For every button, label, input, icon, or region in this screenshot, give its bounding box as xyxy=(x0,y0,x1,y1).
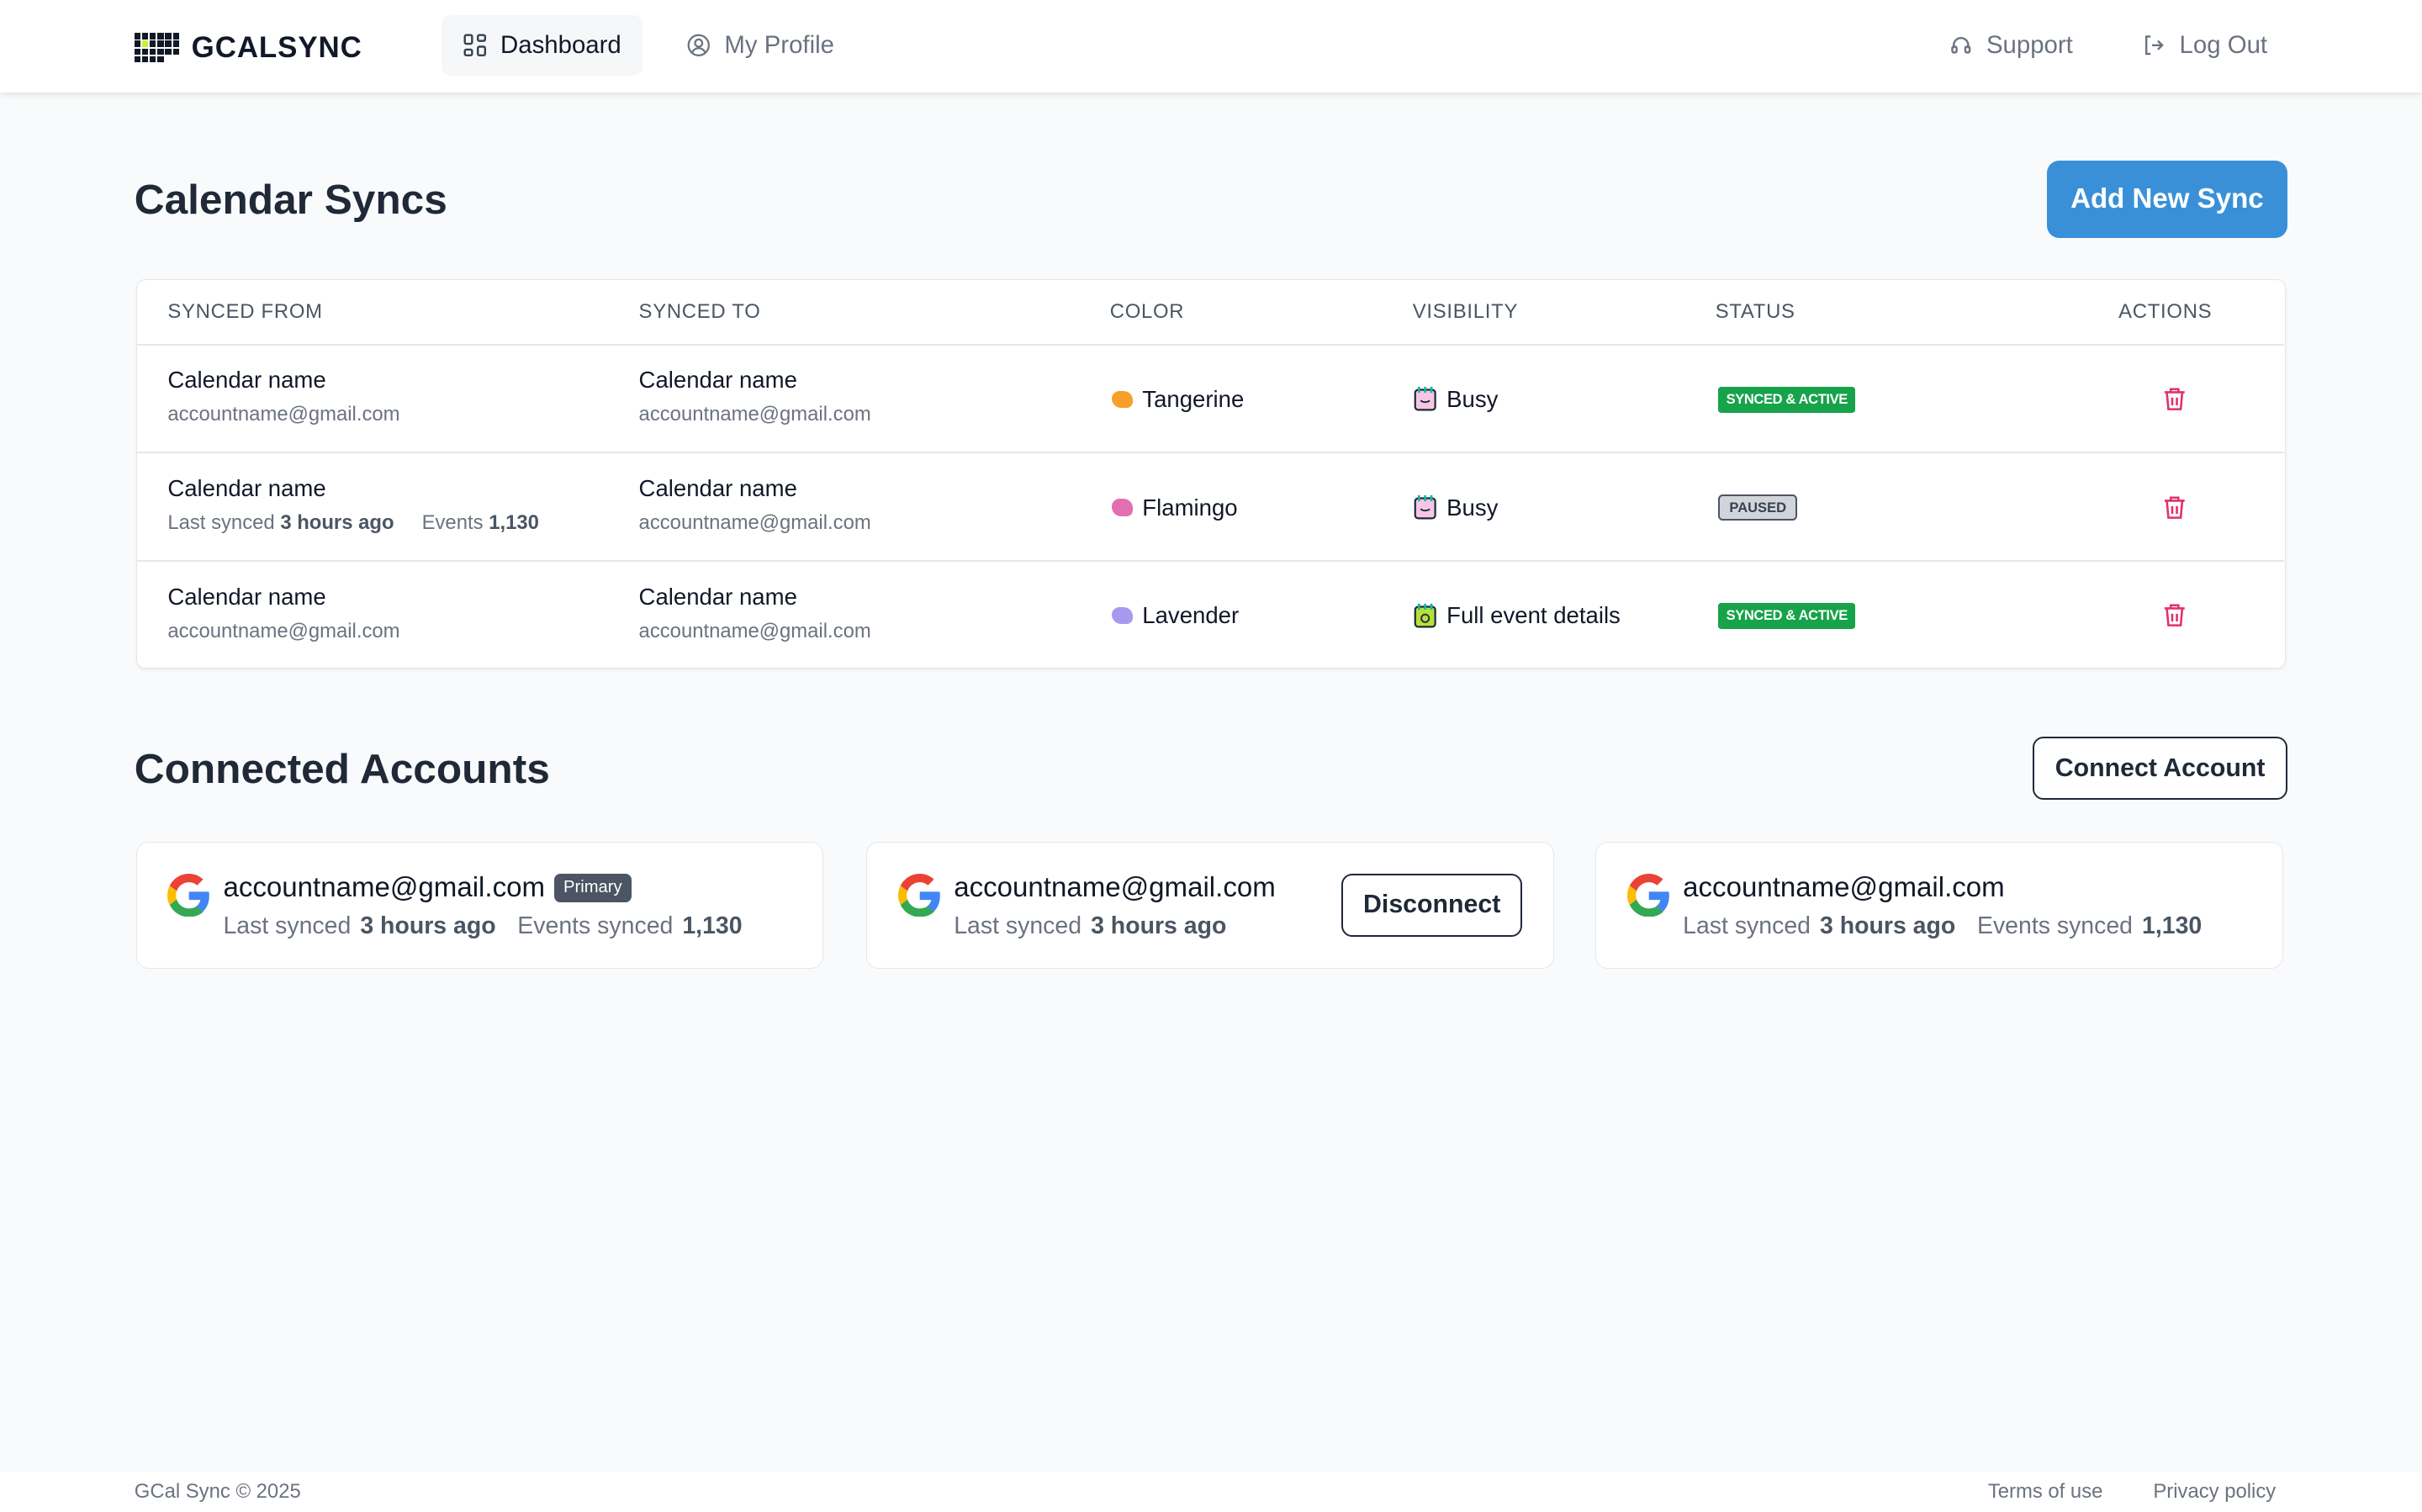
visibility-value: Full event details xyxy=(1446,602,1621,629)
trash-icon xyxy=(2165,496,2186,519)
visibility-value: Busy xyxy=(1446,386,1499,413)
add-new-sync-button[interactable]: Add New Sync xyxy=(2046,161,2288,238)
last-synced-label: Last synced xyxy=(223,912,352,939)
nav-support-label: Support xyxy=(1986,31,2073,60)
page-title: Calendar Syncs xyxy=(134,175,447,223)
table-row: Calendar name accountname@gmail.com Calend… xyxy=(136,559,2284,670)
account-email: accountname@gmail.com xyxy=(954,871,1276,903)
logo[interactable]: GCALSYNC xyxy=(134,30,362,65)
logout-icon xyxy=(2145,35,2165,56)
color-swatch xyxy=(1111,499,1134,516)
copyright: GCal Sync © 2025 xyxy=(134,1479,301,1503)
col-synced-from: SYNCED FROM xyxy=(167,300,323,324)
to-email: accountname@gmail.com xyxy=(638,403,871,426)
user-circle-icon xyxy=(687,34,711,57)
from-calendar-name: Calendar name xyxy=(167,475,326,501)
syncs-table: SYNCED FROM SYNCED TO COLOR VISIBILITY S… xyxy=(135,279,2287,670)
logo-grid-icon xyxy=(134,33,179,63)
google-icon xyxy=(898,873,940,917)
nav-my-profile[interactable]: My Profile xyxy=(666,15,856,76)
from-calendar-name: Calendar name xyxy=(167,367,326,394)
connect-account-button[interactable]: Connect Account xyxy=(2033,737,2288,801)
delete-sync-button[interactable] xyxy=(2163,453,2187,562)
color-name: Lavender xyxy=(1142,602,1240,629)
from-email: accountname@gmail.com xyxy=(167,619,400,642)
last-synced-label: Last synced xyxy=(167,511,275,535)
events-label: Events xyxy=(421,511,484,535)
account-email: accountname@gmail.com xyxy=(1683,871,2005,903)
account-card: accountname@gmail.com Primary Last synced 3… xyxy=(135,842,823,969)
col-color: COLOR xyxy=(1109,300,1185,324)
section-title-accounts: Connected Accounts xyxy=(134,745,550,793)
table-row: Calendar name Last synced 3 hours ago Even… xyxy=(136,452,2284,562)
last-synced-value: 3 hours ago xyxy=(1820,912,1956,939)
col-synced-to: SYNCED TO xyxy=(638,300,761,324)
col-visibility: VISIBILITY xyxy=(1412,300,1519,324)
primary-badge: Primary xyxy=(554,873,632,902)
from-email: accountname@gmail.com xyxy=(167,403,400,426)
table-row: Calendar name accountname@gmail.com Calend… xyxy=(136,343,2284,454)
color-cell: Flamingo xyxy=(1111,453,1238,562)
terms-link[interactable]: Terms of use xyxy=(1987,1479,2103,1503)
trash-icon xyxy=(2165,604,2186,627)
account-card: accountname@gmail.com Last synced 3 hours … xyxy=(1595,842,2283,969)
visibility-cell: Busy xyxy=(1413,453,1499,562)
disconnect-button[interactable]: Disconnect xyxy=(1341,873,1523,938)
color-name: Tangerine xyxy=(1142,386,1245,413)
calendar-eye-icon xyxy=(1414,603,1436,628)
from-calendar-name: Calendar name xyxy=(167,583,326,610)
google-icon xyxy=(1627,873,1669,917)
brand-name: GCALSYNC xyxy=(191,30,362,64)
delete-sync-button[interactable] xyxy=(2163,562,2187,670)
color-cell: Tangerine xyxy=(1111,346,1245,454)
nav-my-profile-label: My Profile xyxy=(724,31,834,60)
footer: GCal Sync © 2025 Terms of use Privacy po… xyxy=(0,1472,2422,1512)
to-calendar-name: Calendar name xyxy=(638,475,797,501)
google-icon xyxy=(167,873,210,917)
account-card: accountname@gmail.com Last synced 3 hours … xyxy=(866,842,1554,969)
calendar-sleep-icon xyxy=(1414,387,1436,411)
privacy-link[interactable]: Privacy policy xyxy=(2153,1479,2277,1503)
nav-dashboard[interactable]: Dashboard xyxy=(442,15,643,76)
to-email: accountname@gmail.com xyxy=(638,619,871,642)
status-badge: PAUSED xyxy=(1718,494,1798,521)
color-name: Flamingo xyxy=(1142,494,1238,521)
events-value: 1,130 xyxy=(489,511,539,535)
nav-dashboard-label: Dashboard xyxy=(500,31,621,60)
status-badge: SYNCED & ACTIVE xyxy=(1718,386,1856,413)
events-synced-value: 1,130 xyxy=(2142,912,2203,939)
delete-sync-button[interactable] xyxy=(2163,346,2187,454)
trash-icon xyxy=(2165,388,2186,411)
to-email: accountname@gmail.com xyxy=(638,511,871,535)
last-synced-label: Last synced xyxy=(1683,912,1811,939)
status-badge: SYNCED & ACTIVE xyxy=(1718,602,1856,629)
last-synced-value: 3 hours ago xyxy=(360,912,496,939)
events-synced-value: 1,130 xyxy=(682,912,743,939)
top-nav: GCALSYNC Dashboard My Profile Support Lo… xyxy=(0,0,2422,93)
account-email: accountname@gmail.com xyxy=(223,871,546,903)
col-actions: ACTIONS xyxy=(2118,300,2213,324)
nav-log-out[interactable]: Log Out xyxy=(2121,15,2289,76)
visibility-value: Busy xyxy=(1446,494,1499,521)
color-swatch xyxy=(1111,390,1134,409)
visibility-cell: Busy xyxy=(1413,346,1499,454)
last-synced-value: 3 hours ago xyxy=(1091,912,1227,939)
color-cell: Lavender xyxy=(1111,562,1240,670)
dashboard-grid-icon xyxy=(463,34,487,57)
color-swatch xyxy=(1111,607,1134,625)
events-synced-label: Events synced xyxy=(517,912,674,939)
col-status: STATUS xyxy=(1715,300,1795,324)
to-calendar-name: Calendar name xyxy=(638,367,797,394)
to-calendar-name: Calendar name xyxy=(638,583,797,610)
calendar-sleep-icon xyxy=(1414,494,1436,520)
nav-log-out-label: Log Out xyxy=(2179,31,2268,60)
last-synced-label: Last synced xyxy=(954,912,1082,939)
nav-support[interactable]: Support xyxy=(1928,15,2094,76)
events-synced-label: Events synced xyxy=(1976,912,2134,939)
visibility-cell: Full event details xyxy=(1413,562,1621,670)
last-synced-value: 3 hours ago xyxy=(280,511,394,535)
headset-icon xyxy=(1951,37,1971,54)
